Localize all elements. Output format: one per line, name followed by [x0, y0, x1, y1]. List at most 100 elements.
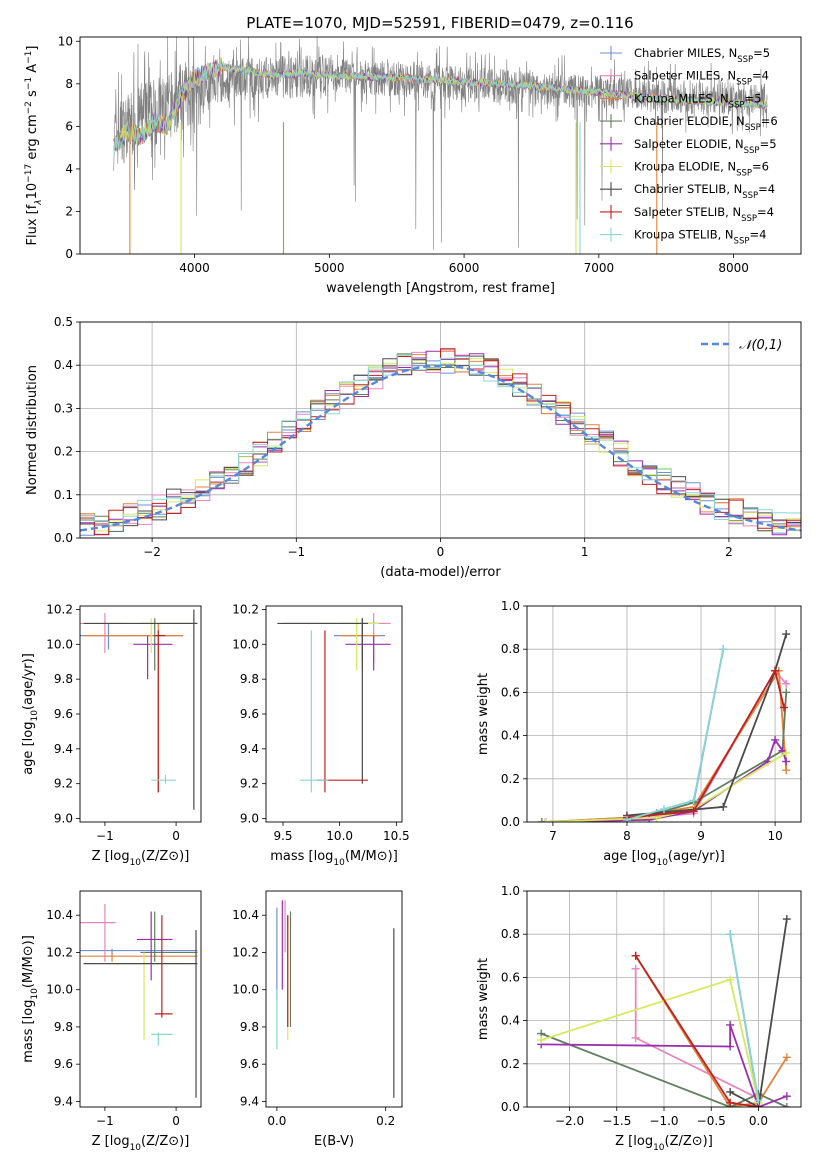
y-tick-label: 10.0	[232, 983, 259, 997]
x-tick-label: 0.0	[749, 1114, 768, 1128]
mass-weight-line-3	[540, 1032, 788, 1107]
y-tick-label: 9.8	[240, 1020, 259, 1034]
subscript: 10	[30, 988, 40, 1000]
axes-frame	[265, 605, 403, 823]
y-tick-label: 10	[58, 34, 73, 48]
y-tick-label: 9.6	[54, 1057, 73, 1071]
y-tick-label: 0.6	[501, 685, 520, 699]
x-tick-label: 10.5	[383, 829, 410, 843]
mass-weight-line-2	[545, 667, 788, 822]
y-tick-label: 0.0	[54, 531, 73, 545]
y-tick-label: 9.6	[240, 707, 259, 721]
axes-frame	[526, 605, 802, 823]
subscript: 10	[130, 1143, 142, 1153]
legend-count: =4	[757, 205, 774, 219]
txt: erg cm	[25, 114, 40, 163]
x-tick-label: 8000	[718, 261, 749, 275]
y-tick-label: 10.2	[232, 602, 259, 616]
y-tick-label: 10.2	[46, 945, 73, 959]
x-tick-label: 1	[581, 545, 589, 559]
y-tick-label: 9.8	[54, 672, 73, 686]
x-tick-label: −1.5	[602, 1114, 631, 1128]
y-axis-label: mass weight	[476, 673, 491, 755]
x-tick-label: 8	[623, 829, 631, 843]
mass-weight-line-3	[541, 692, 788, 822]
y-tick-label: 8	[65, 77, 73, 91]
axes-frame	[265, 890, 403, 1108]
y-axis-label: Normed distribution	[25, 365, 40, 495]
y-tick-label: 0.1	[54, 488, 73, 502]
x-tick-label: −0.5	[697, 1114, 726, 1128]
y-tick-label: 0.4	[54, 358, 73, 372]
sup: −17	[24, 164, 34, 183]
x-tick-label: 0.2	[376, 1114, 395, 1128]
y-tick-label: 9.6	[54, 707, 73, 721]
mass-weight-line-6	[626, 633, 788, 817]
txt: s	[25, 90, 40, 101]
axes-frame	[79, 36, 802, 255]
x-tick-label: −1	[96, 1114, 114, 1128]
x-tick-label: 10.0	[326, 829, 353, 843]
plot-area-mass_vs_EBV	[276, 900, 395, 1098]
x-tick-label: −2	[143, 545, 161, 559]
legend-count: =5	[753, 46, 770, 60]
x-tick-label: 9.5	[273, 829, 292, 843]
x-axis-label: Z [log10(Z/Z⊙)]	[92, 849, 190, 868]
legend-subscript: SSP	[745, 123, 761, 133]
normal-reference-curve	[80, 364, 801, 532]
y-tick-label: 10.0	[232, 637, 259, 651]
sup: −1	[24, 77, 34, 90]
histogram-8	[80, 354, 801, 526]
axes-mass_vs_Z: −1 0 9.4 9.6 9.8 10.0 10.2 10.4 Z [log10(Z/Z⊙)] m…	[21, 890, 202, 1153]
legend-subscript: SSP	[736, 169, 752, 179]
x-axis-label: mass [log10(M/M⊙)]	[270, 849, 398, 868]
sub: λ	[34, 199, 44, 205]
x-axis-label: E(B-V)	[314, 1134, 354, 1149]
sup: −1	[24, 51, 34, 64]
y-tick-label: 4	[65, 162, 73, 176]
axes-frame	[79, 605, 202, 823]
y-tick-label: 6	[65, 119, 73, 133]
axes-residuals: −2 −1 0 1 2 0.0 0.1 0.2 0.3 0.4 0.5 𝒩(0,1) (data-mod…	[25, 315, 802, 580]
legend-subscript: SSP	[737, 55, 753, 65]
y-tick-label: 0.2	[501, 772, 520, 786]
axes-spectrum: 4000 5000 6000 7000 8000 0 2 4 6 8 10 Chabrier MILE…	[24, 34, 802, 296]
legend-count: =5	[744, 91, 761, 105]
legend-label: Salpeter STELIB, NSSP=4	[634, 205, 774, 224]
y-tick-label: 9.4	[54, 742, 73, 756]
y-tick-label: 0.2	[501, 1057, 520, 1071]
legend-subscript: SSP	[729, 100, 745, 110]
y-axis-label: Flux [fλ10−17 erg cm−2 s−1 A−1]	[24, 46, 44, 246]
figure-title: PLATE=1070, MJD=52591, FIBERID=0479, z=0…	[246, 14, 633, 32]
y-axis-label: age [log10(age/yr)]	[21, 653, 40, 775]
label-rest: (age/yr)]	[21, 653, 36, 710]
label-rest: (age/yr)]	[668, 849, 725, 864]
legend-count: =4	[758, 182, 775, 196]
legend-label: Chabrier MILES, NSSP=5	[634, 46, 770, 65]
y-tick-label: 0.6	[501, 970, 520, 984]
axes-massweight_vs_age: 7 8 9 10 0.0 0.2 0.4 0.6 0.8 1.0 mass weight age [l…	[476, 599, 802, 868]
y-tick-label: 0.0	[501, 1100, 520, 1114]
y-tick-label: 0.3	[54, 401, 73, 415]
legend-label: Kroupa ELODIE, NSSP=6	[634, 160, 769, 179]
plot-area-age_vs_mass	[277, 612, 391, 793]
legend-subscript: SSP	[741, 214, 757, 224]
sup: −2	[24, 101, 34, 114]
x-axis-label: (data-model)/error	[380, 565, 501, 580]
x-tick-label: 0	[172, 1114, 180, 1128]
y-axis-label: mass [log10(M/M⊙)]	[21, 935, 40, 1063]
y-tick-label: 9.4	[240, 742, 259, 756]
x-tick-label: 10	[767, 829, 782, 843]
mass-weight-line-5	[540, 978, 760, 1103]
mass-weight-line-6	[729, 918, 788, 1107]
subscript: 10	[130, 858, 142, 868]
legend-subscript: SSP	[742, 191, 758, 201]
label-rest: (Z/Z⊙)]	[665, 1134, 713, 1149]
y-tick-label: 10.4	[232, 908, 259, 922]
plot-area-residuals	[80, 348, 801, 536]
legend-label: Salpeter MILES, NSSP=4	[634, 69, 769, 88]
plot-area-massweight_vs_age	[537, 630, 791, 822]
legend-count: =6	[752, 160, 769, 174]
subscript: 10	[333, 858, 345, 868]
